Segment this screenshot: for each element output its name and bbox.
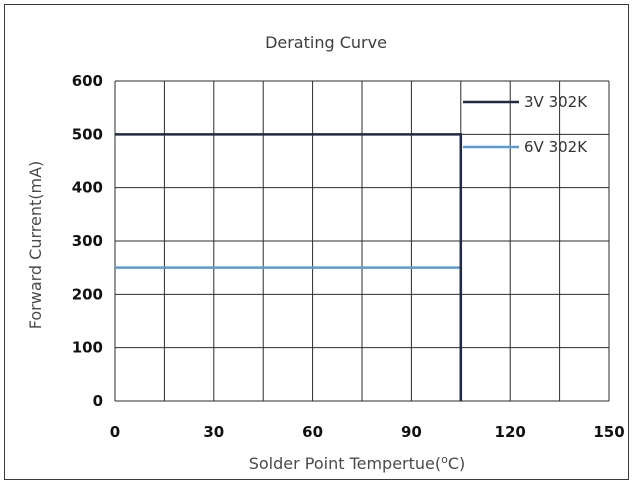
legend: 3V 302K 6V 302K (463, 93, 588, 156)
x-tick-label: 30 (203, 423, 224, 441)
y-tick-label: 400 (72, 179, 103, 197)
chart-frame: Derating Curve 0 100 200 300 400 500 600 0 30 60… (4, 4, 629, 480)
y-tick-label: 200 (72, 285, 103, 303)
y-tick-label: 500 (72, 125, 103, 143)
x-tick-label: 60 (302, 423, 323, 441)
y-tick-label: 300 (72, 232, 103, 250)
x-tick-label: 0 (110, 423, 120, 441)
y-tick-label: 100 (72, 339, 103, 357)
x-axis-label: Solder Point Tempertue(oC) (249, 453, 466, 473)
y-tick-label: 0 (93, 392, 103, 410)
series-lines (115, 133, 463, 401)
series-line-6v-302k (115, 266, 463, 401)
grid (114, 80, 610, 402)
x-tick-label: 150 (593, 423, 624, 441)
legend-label-3v-302k: 3V 302K (524, 93, 588, 111)
chart-title: Derating Curve (265, 33, 387, 52)
y-axis-label: Forward Current(mA) (26, 161, 45, 330)
legend-label-6v-302k: 6V 302K (524, 138, 588, 156)
series-line-3v-302k (115, 133, 463, 401)
x-tick-label: 120 (495, 423, 526, 441)
derating-chart: Derating Curve 0 100 200 300 400 500 600 0 30 60… (26, 33, 625, 473)
y-tick-labels: 0 100 200 300 400 500 600 (72, 72, 103, 410)
y-tick-label: 600 (72, 72, 103, 90)
x-tick-label: 90 (401, 423, 422, 441)
x-tick-labels: 0 30 60 90 120 150 (110, 423, 625, 441)
